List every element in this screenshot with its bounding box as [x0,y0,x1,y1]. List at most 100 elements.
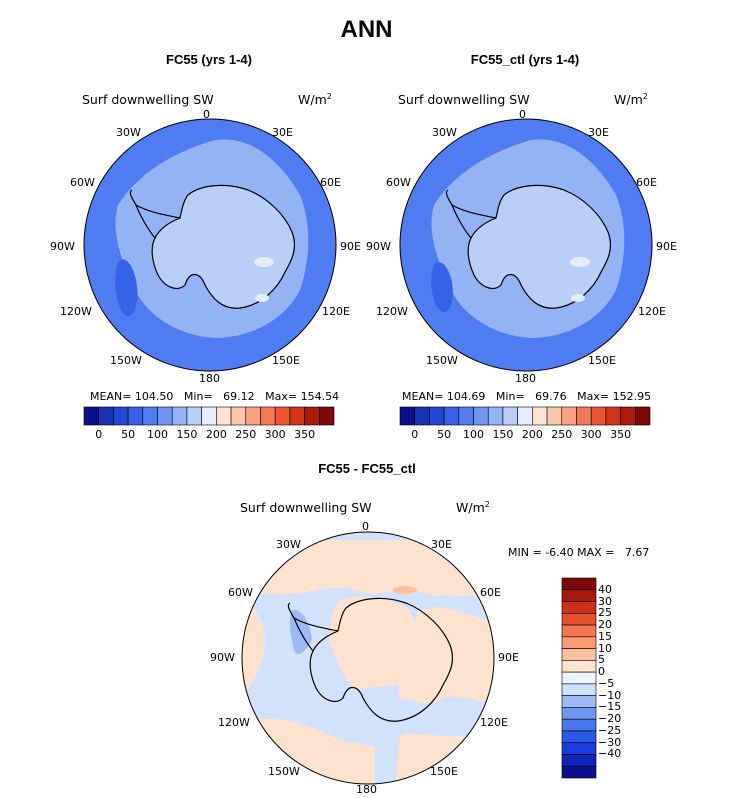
panel2-stats: MEAN= 104.69 Min= 69.76 Max= 152.95 [402,390,652,403]
panel1-colorbar-tick-label: 0 [95,428,103,441]
panel2-colorbar-tick-label: 0 [411,428,419,441]
panel3-positive-region-north [242,540,494,600]
panel2-colorbar-tick-label: 350 [610,428,632,441]
panel3-colorbar-tick-label: 20 [598,618,612,632]
panel3-colorbar-swatch-12 [561,718,597,732]
panel3-lon-150e: 150E [430,765,458,778]
panel3-colorbar-tick-label: −20 [598,712,622,726]
panel2-colorbar-ticks: 0 50 100 150 200 250 300 350 [400,428,650,442]
panel3-colorbar-swatch-8 [561,671,597,685]
panel1-plateau-patch-1 [254,257,274,267]
panel1-variable-label: Surf downwelling SW [82,92,214,107]
panel3-colorbar-tick-label: 40 [598,582,612,596]
panel3-lon-180: 180 [356,783,377,796]
panel1-colorbar-tick-label: 350 [294,428,316,441]
panel1-title: FC55 (yrs 1-4) [166,52,252,67]
panel3-colorbar-swatch-3 [561,612,597,626]
panel1-colorbar-tick-label: 150 [176,428,198,441]
panel3-positive-region-west [242,600,265,695]
panel1-lon-90w: 90W [50,240,75,253]
panel3-colorbar-swatch-1 [561,589,597,602]
panel2-colorbar-tick-label: 200 [521,428,543,441]
panel2-units: W/m2 [614,92,648,108]
panel3-colorbar-swatch-10 [561,695,597,708]
panel1-colorbar-tick-label: 100 [147,428,169,441]
panel3-colorbar [561,577,597,779]
panel3-peninsula-coastline [287,602,339,652]
panel2-colorbar [399,406,651,426]
panel3-map-border [241,531,495,785]
panel1-lon-180: 180 [199,372,220,385]
panel1-lon-30w: 30W [116,126,141,139]
panel3-colorbar-swatch-0 [561,577,597,591]
panel1-lon-30e: 30E [272,126,293,139]
panel2-lon-90e: 90E [656,240,677,253]
panel1-peninsula [129,189,181,239]
panel3-colorbar-swatch-4 [561,624,597,638]
panel3-positive-region-east [398,607,494,704]
panel1-colorbar-tick-label: 300 [264,428,286,441]
panel2-colorbar-tick-label: 50 [437,428,452,441]
panel1-lon-150e: 150E [272,354,300,367]
panel2-peninsula [445,189,497,239]
panel3-colorbar-tick-label: −25 [598,723,622,737]
panel2-variable-label: Surf downwelling SW [398,92,530,107]
panel2-plateau-patch-1 [570,257,590,267]
panel2-colorbar-swatch-16 [634,406,651,426]
panel3-colorbar-swatch-11 [561,707,597,720]
panel3-lon-90e: 90E [498,651,519,664]
panel3-colorbar-swatch-15 [561,754,597,767]
panel3-stats: MIN = -6.40 MAX = 7.67 [508,546,650,559]
panel3-lon-30w: 30W [276,538,301,551]
panel3-lon-120w: 120W [218,716,250,729]
panel1-lon-120w: 120W [60,305,92,318]
panel1-plateau-patch-2 [255,294,269,302]
panel1-colorbar-ticks: 0 50 100 150 200 250 300 350 [84,428,334,442]
panel1-shelf-pacific [139,178,177,225]
panel3-colorbar-tick-label: 30 [598,594,612,608]
panel3-antarctica-coastline [309,597,454,722]
panel2-lon-60w: 60W [386,176,411,189]
panel2-lon-180: 180 [515,372,536,385]
panel2-shelf-pacific [455,178,493,225]
panel3-colorbar-swatch-9 [561,683,597,696]
panel2-lon-90w: 90W [366,240,391,253]
panel1-colorbar-tick-label: 50 [121,428,136,441]
panel2-colorbar-tick-label: 100 [463,428,485,441]
panel3-lon-90w: 90W [210,651,235,664]
panel1-deep-patch [115,259,138,317]
panel3-title: FC55 - FC55_ctl [318,461,416,476]
panel1-lon-90e: 90E [340,240,361,253]
panel3-colorbar-swatch-6 [561,648,597,661]
panel1-lon-0: 0 [203,108,210,121]
panel3-colorbar-swatch-2 [561,601,597,614]
panel3-colorbar-tick-label: 0 [598,665,605,679]
panel1-colorbar-tick-label: 250 [235,428,257,441]
panel3-colorbar-tick-label: 15 [598,629,612,643]
panel3-colorbar-tick-label: −30 [598,735,622,749]
panel2-colorbar-tick-label: 300 [580,428,602,441]
panel2-antarctica [467,184,612,309]
panel3-positive-region-southeast [395,733,470,784]
panel2-lon-30e: 30E [588,126,609,139]
panel1-colorbar-tick-label: 200 [205,428,227,441]
panel2-title: FC55_ctl (yrs 1-4) [470,52,580,67]
panel3-positive-patch [393,586,417,594]
panel3-positive-region-interior [329,596,416,690]
panel3-colorbar-swatch-7 [561,660,597,673]
panel3-lon-60e: 60E [480,586,501,599]
panel2-lon-60e: 60E [636,176,657,189]
panel3-lon-60w: 60W [228,586,253,599]
panel2-lon-150e: 150E [588,354,616,367]
panel2-colorbar-tick-label: 150 [492,428,514,441]
panel1-lon-60w: 60W [70,176,95,189]
panel1-lon-120e: 120E [322,305,350,318]
panel3-colorbar-swatch-14 [561,742,597,755]
panel3-lon-150w: 150W [268,765,300,778]
panel2-lon-0: 0 [519,108,526,121]
panel3-variable-label: Surf downwelling SW [240,500,372,515]
panel1-lon-60e: 60E [320,176,341,189]
